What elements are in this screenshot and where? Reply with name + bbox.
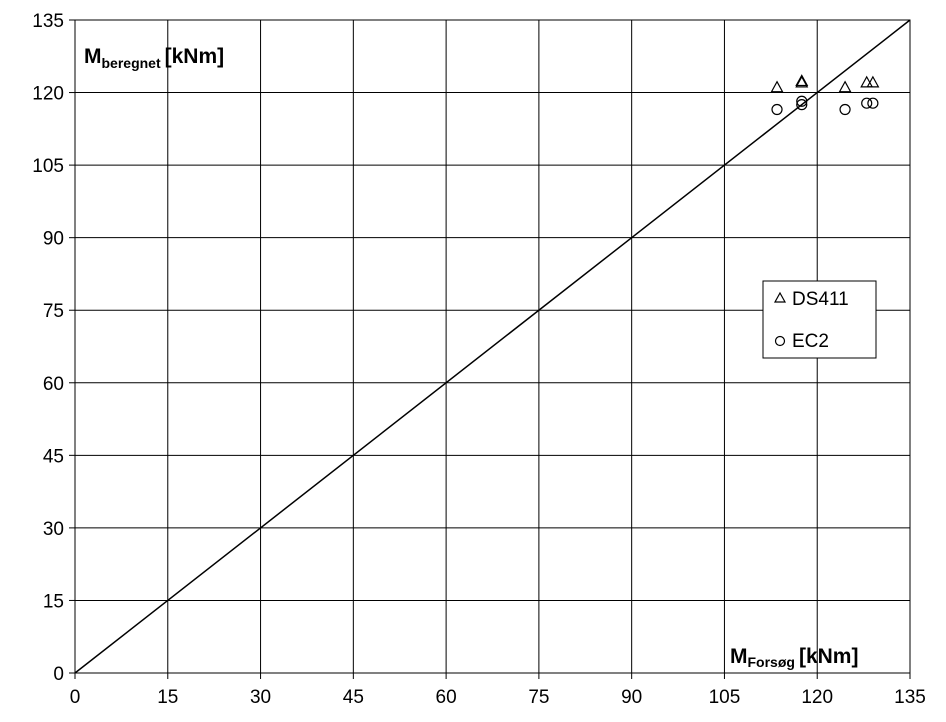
legend-circle-icon xyxy=(774,335,786,347)
x-tick-label: 45 xyxy=(343,687,364,708)
x-axis-title: MForsøg [kNm] xyxy=(730,645,858,670)
legend-triangle-icon xyxy=(773,291,787,303)
x-tick-label: 105 xyxy=(709,687,741,708)
point-ec2 xyxy=(867,97,879,109)
y-tick-label: 90 xyxy=(43,229,64,250)
y-tick-label: 0 xyxy=(53,664,64,685)
y-tick-label: 75 xyxy=(43,301,64,322)
y-tick-labels: 0 15 30 45 60 75 90 105 120 135 xyxy=(32,11,64,685)
y-tick-label: 105 xyxy=(32,156,64,177)
x-tick-label: 120 xyxy=(801,687,833,708)
x-tick-label: 135 xyxy=(894,687,926,708)
legend: DS411 EC2 xyxy=(762,280,877,359)
data-markers xyxy=(770,74,880,116)
point-ds411 xyxy=(770,80,784,93)
y-tick-label: 135 xyxy=(32,11,64,32)
x-tick-label: 30 xyxy=(250,687,271,708)
x-axis-title-sub: Forsøg xyxy=(748,654,795,670)
gridlines xyxy=(69,19,911,679)
point-ds411 xyxy=(838,80,852,93)
point-ds411 xyxy=(795,75,809,88)
y-tick-label: 30 xyxy=(43,519,64,540)
x-axis-title-main: M xyxy=(730,645,748,668)
x-tick-label: 75 xyxy=(528,687,549,708)
point-ds411 xyxy=(795,74,809,87)
point-ec2 xyxy=(796,99,808,111)
point-ec2 xyxy=(861,97,873,109)
x-tick-label: 15 xyxy=(157,687,178,708)
y-tick-label: 15 xyxy=(43,591,64,612)
y-axis-title-unit: [kNm] xyxy=(165,45,225,68)
x-tick-label: 60 xyxy=(436,687,457,708)
x-tick-label: 0 xyxy=(70,687,81,708)
x-tick-label: 90 xyxy=(621,687,642,708)
y-axis-title-main: M xyxy=(84,45,102,68)
y-axis-title-sub: beregnet xyxy=(102,55,161,71)
x-tick-labels: 0 15 30 45 60 75 90 105 120 135 xyxy=(70,687,926,708)
y-tick-label: 60 xyxy=(43,374,64,395)
y-tick-label: 45 xyxy=(43,446,64,467)
point-ec2 xyxy=(839,103,851,116)
legend-label-ec2: EC2 xyxy=(792,331,829,352)
point-ec2 xyxy=(771,103,783,116)
point-ds411 xyxy=(860,75,874,88)
x-axis-title-unit: [kNm] xyxy=(799,645,859,668)
legend-label-ds411: DS411 xyxy=(792,289,849,310)
y-axis-title: Mberegnet [kNm] xyxy=(84,45,224,71)
y-tick-label: 120 xyxy=(32,84,64,105)
point-ds411 xyxy=(866,75,880,88)
point-ec2 xyxy=(796,95,808,107)
reference-line xyxy=(74,19,911,674)
